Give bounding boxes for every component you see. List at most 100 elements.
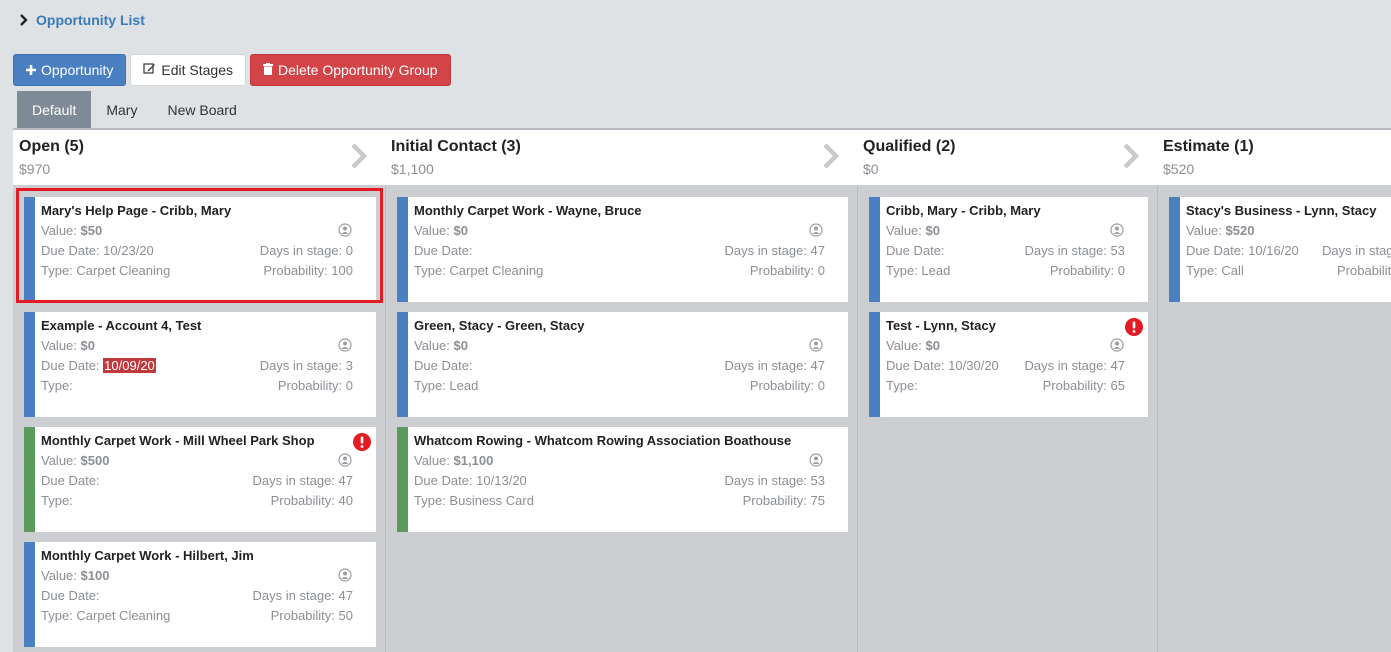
user-icon[interactable] [338, 338, 352, 352]
board-tabs: Default Mary New Board [17, 91, 252, 128]
stage-total: $0 [863, 161, 879, 177]
days-in-stage-label: Days in stage: [259, 243, 343, 258]
value-row: Value: $0 [414, 223, 468, 238]
card-value: $500 [80, 453, 110, 468]
value-row: Value: $1,100 [414, 453, 493, 468]
user-icon[interactable] [338, 568, 352, 582]
alert-icon[interactable] [353, 433, 371, 451]
card-title: Monthly Carpet Work - Wayne, Bruce [414, 203, 642, 218]
probability-label: Probability: [270, 493, 335, 508]
opportunity-card[interactable]: Whatcom Rowing - Whatcom Rowing Associat… [397, 427, 848, 532]
due-date-label: Due Date: [41, 588, 100, 603]
stage-total: $970 [19, 161, 51, 177]
user-icon[interactable] [1110, 338, 1124, 352]
delete-opportunity-group-button[interactable]: Delete Opportunity Group [249, 54, 451, 86]
stage-name: Open (5) [19, 138, 84, 155]
tab-new-board[interactable]: New Board [167, 101, 237, 118]
opportunity-card[interactable]: Monthly Carpet Work - Wayne, Bruce Value… [397, 197, 848, 302]
days-in-stage-value: 53 [810, 473, 825, 488]
stage-qualified-header: Qualified (2) $0 [857, 130, 1157, 185]
days-in-stage: Days in stage: 53 [725, 473, 825, 488]
days-in-stage-value: 0 [345, 243, 353, 258]
value-label: Value: [41, 568, 77, 583]
due-date-row: Due Date: [41, 588, 100, 603]
opportunity-card[interactable]: Stacy's Business - Lynn, Stacy Value: $5… [1169, 197, 1391, 302]
card-stripe [24, 427, 35, 532]
stage-header-bar: Open (5) $970 Initial Contact (3) $1,100… [13, 130, 1391, 186]
days-in-stage-value: 47 [810, 358, 825, 373]
user-icon[interactable] [809, 453, 823, 467]
type-value: Carpet Cleaning [449, 263, 544, 278]
type-row: Type: Business Card [414, 493, 534, 508]
probability: Probability: 0 [750, 378, 825, 393]
due-date-row: Due Date: 10/16/20 [1186, 243, 1299, 258]
column-divider [857, 186, 858, 652]
opportunity-card[interactable]: Test - Lynn, Stacy Value: $0 Due Date: 1… [869, 312, 1148, 417]
days-in-stage-label: Days in stage: [724, 473, 807, 488]
type-label: Type: [41, 263, 73, 278]
opportunity-card[interactable]: Example - Account 4, Test Value: $0 Due … [24, 312, 376, 417]
days-in-stage-value: 47 [338, 473, 353, 488]
due-date-row: Due Date: 10/23/20 [41, 243, 154, 258]
due-date-row: Due Date: 10/09/20 [41, 358, 156, 373]
card-value: $0 [925, 338, 940, 353]
card-stripe [24, 542, 35, 647]
chevron-right-icon[interactable] [14, 10, 34, 30]
card-title: Monthly Carpet Work - Hilbert, Jim [41, 548, 254, 563]
probability-label: Probability: [1049, 263, 1115, 278]
opportunity-card[interactable]: Cribb, Mary - Cribb, Mary Value: $0 Due … [869, 197, 1148, 302]
opportunity-card[interactable]: Monthly Carpet Work - Mill Wheel Park Sh… [24, 427, 376, 532]
opportunity-card[interactable]: Green, Stacy - Green, Stacy Value: $0 Du… [397, 312, 848, 417]
card-value: $0 [925, 223, 940, 238]
due-date-label: Due Date: [414, 243, 473, 258]
days-in-stage: Days in stage: 47 [1025, 358, 1125, 373]
value-label: Value: [41, 338, 77, 353]
type-value: Lead [921, 263, 951, 278]
probability-label: Probability: [263, 263, 328, 278]
card-stripe [869, 312, 880, 417]
opportunity-card[interactable]: Mary's Help Page - Cribb, Mary Value: $5… [24, 197, 376, 302]
user-icon[interactable] [338, 453, 352, 467]
probability-value: 75 [810, 493, 825, 508]
due-date-label: Due Date: [41, 243, 100, 258]
type-label: Type: [414, 263, 446, 278]
page-title[interactable]: Opportunity List [36, 12, 145, 28]
user-icon[interactable] [338, 223, 352, 237]
user-icon[interactable] [809, 223, 823, 237]
probability: Probability: 0 [750, 263, 825, 278]
days-in-stage: Days in stage: [1322, 243, 1391, 258]
probability-value: 100 [331, 263, 353, 278]
stage-name: Estimate (1) [1163, 138, 1254, 155]
probability: Probability: 65 [1043, 378, 1125, 393]
edit-stages-button[interactable]: Edit Stages [130, 54, 246, 86]
probability: Probability: 40 [271, 493, 353, 508]
type-label: Type: [414, 378, 446, 393]
due-date-label: Due Date: [414, 358, 473, 373]
type-label: Type: [41, 493, 73, 508]
add-opportunity-button[interactable]: Opportunity [13, 54, 127, 86]
value-row: Value: $50 [41, 223, 102, 238]
opportunity-card[interactable]: Monthly Carpet Work - Hilbert, Jim Value… [24, 542, 376, 647]
overdue-due-date: 10/09/20 [103, 358, 156, 373]
tab-default[interactable]: Default [17, 91, 92, 128]
card-stripe [24, 197, 35, 302]
value-row: Value: $100 [41, 568, 109, 583]
trash-icon [262, 62, 273, 78]
due-date-value: 10/30/20 [948, 358, 999, 373]
alert-icon[interactable] [1125, 318, 1143, 336]
type-row: Type: Carpet Cleaning [41, 263, 170, 278]
probability-value: 0 [1117, 263, 1125, 278]
probability: Probability: 100 [263, 263, 353, 278]
probability: Probability: 0 [1050, 263, 1125, 278]
value-label: Value: [41, 223, 77, 238]
due-date-label: Due Date: [1186, 243, 1245, 258]
user-icon[interactable] [809, 338, 823, 352]
chevron-right-icon [823, 143, 840, 169]
probability-label: Probability: [742, 493, 807, 508]
days-in-stage: Days in stage: 47 [725, 243, 825, 258]
card-value: $1,100 [453, 453, 494, 468]
days-in-stage: Days in stage: 47 [253, 588, 353, 603]
tab-mary[interactable]: Mary [106, 101, 138, 118]
user-icon[interactable] [1110, 223, 1124, 237]
days-in-stage-label: Days in stage: [259, 358, 343, 373]
